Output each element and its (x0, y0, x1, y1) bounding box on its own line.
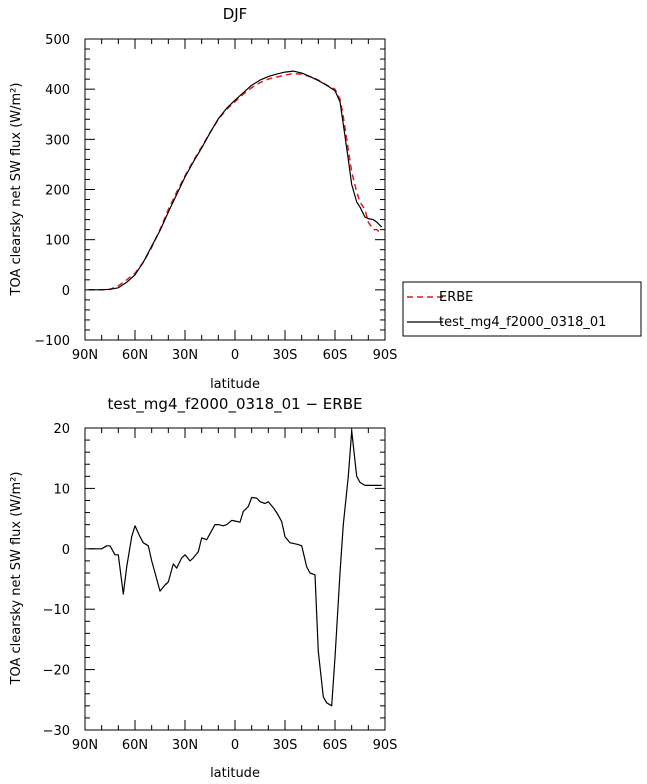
legend-box (402, 281, 642, 337)
bottom-x-tick-label: 0 (231, 738, 239, 753)
bottom-x-tick-label: 90S (373, 738, 398, 753)
bottom-y-tick-label: 10 (53, 482, 70, 497)
bottom-y-axis-label: TOA clearsky net SW flux (W/m²) (9, 472, 24, 686)
bottom-series-line-difference (88, 430, 382, 707)
top-plot-frame (84, 38, 386, 341)
bottom-plot-area (88, 430, 382, 707)
bottom-ticks: 90N 60N 30N 0 30S 60S 90S −30 −20 −10 0 10 20 (43, 422, 398, 753)
top-plot-area (88, 70, 383, 291)
top-series-line-test-mg4-f2000-0318-01 (88, 70, 383, 291)
bottom-y-tick-label: 0 (62, 543, 70, 558)
bottom-y-tick-label: −10 (43, 603, 70, 618)
bottom-panel: test_mg4_f2000_0318_01 − ERBE TOA clears… (9, 395, 397, 781)
top-ticks: 90N 60N 30N 0 30S 60S 90S −100 0 100 200 300 400 500 (34, 33, 397, 363)
top-x-tick-label: 30N (172, 348, 198, 363)
top-x-tick-label: 30S (273, 348, 298, 363)
top-y-tick-label: 400 (45, 83, 70, 98)
top-y-tick-label: 500 (45, 33, 70, 48)
top-x-tick-label: 90S (373, 348, 398, 363)
bottom-y-tick-label: 20 (53, 422, 70, 437)
top-x-tick-label: 60S (323, 348, 348, 363)
top-x-axis-label: latitude (210, 377, 260, 392)
bottom-x-tick-label: 90N (72, 738, 98, 753)
bottom-y-tick-label: −20 (43, 664, 70, 679)
bottom-plot-frame (84, 427, 386, 731)
legend-label-erbe: ERBE (439, 290, 473, 305)
legend: ERBE test_mg4_f2000_0318_01 (402, 281, 642, 337)
top-chart-title: DJF (223, 5, 248, 23)
bottom-x-tick-label: 60S (323, 738, 348, 753)
top-y-tick-label: 200 (45, 184, 70, 199)
top-x-tick-label: 0 (231, 348, 239, 363)
top-series-line-erbe (88, 72, 383, 291)
bottom-x-tick-label: 30N (172, 738, 198, 753)
top-panel: DJF TOA clearsky net SW flux (W/m²) lati… (9, 5, 397, 392)
top-y-axis-label: TOA clearsky net SW flux (W/m²) (9, 83, 24, 297)
top-x-tick-label: 90N (72, 348, 98, 363)
top-y-tick-label: 0 (62, 284, 70, 299)
legend-label-model: test_mg4_f2000_0318_01 (439, 315, 606, 330)
top-x-tick-label: 60N (122, 348, 148, 363)
bottom-y-tick-label: −30 (43, 724, 70, 739)
top-y-tick-label: −100 (34, 334, 70, 349)
top-y-tick-label: 300 (45, 133, 70, 148)
bottom-x-tick-label: 30S (273, 738, 298, 753)
top-y-tick-label: 100 (45, 234, 70, 249)
bottom-x-axis-label: latitude (210, 766, 260, 781)
bottom-x-tick-label: 60N (122, 738, 148, 753)
bottom-chart-title: test_mg4_f2000_0318_01 − ERBE (108, 395, 363, 414)
